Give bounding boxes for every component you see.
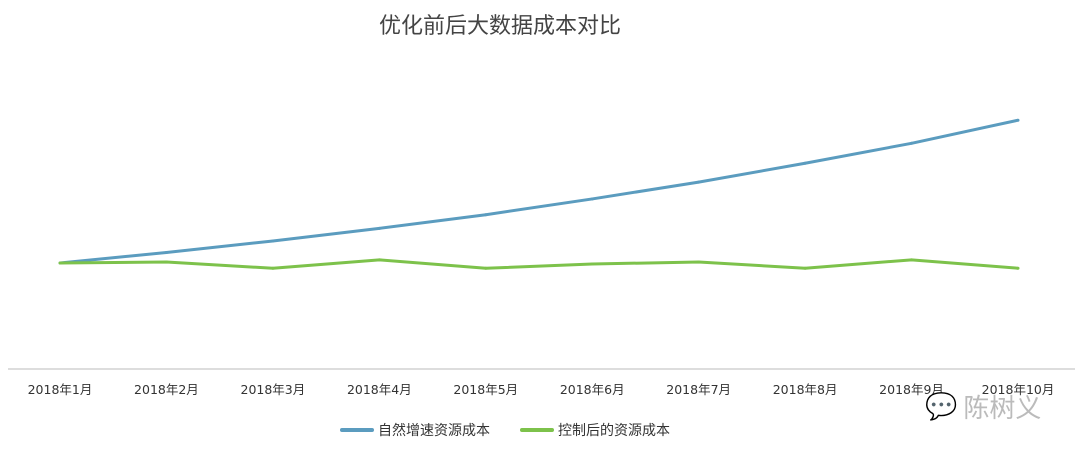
legend-item-series-1[interactable]: 控制后的资源成本 xyxy=(520,420,670,440)
x-tick-label: 2018年9月 xyxy=(879,382,944,397)
data-point xyxy=(164,260,168,264)
legend-label: 控制后的资源成本 xyxy=(558,423,670,439)
data-point xyxy=(1016,118,1020,122)
x-tick-label: 2018年6月 xyxy=(560,382,625,397)
data-point xyxy=(697,180,701,184)
x-tick-label: 2018年10月 xyxy=(982,382,1055,397)
series-line-1 xyxy=(59,258,1019,270)
x-tick-label: 2018年4月 xyxy=(347,382,412,397)
data-point xyxy=(803,266,807,270)
legend: 自然增速资源成本 控制后的资源成本 xyxy=(0,420,1010,440)
x-tick-label: 2018年8月 xyxy=(773,382,838,397)
legend-label: 自然增速资源成本 xyxy=(378,423,490,439)
watermark: 💬 陈树义 xyxy=(925,388,1041,425)
data-point xyxy=(164,251,168,254)
x-tick-label: 2018年2月 xyxy=(134,382,199,397)
legend-swatch xyxy=(340,428,374,432)
data-point xyxy=(377,258,381,262)
data-point xyxy=(1016,266,1020,270)
data-point xyxy=(803,161,807,165)
x-tick-label: 2018年7月 xyxy=(666,382,731,397)
x-tick-label: 2018年5月 xyxy=(453,382,518,397)
series-line-0 xyxy=(59,118,1019,265)
data-point xyxy=(590,197,594,201)
data-point xyxy=(271,266,275,270)
data-point xyxy=(484,213,488,217)
data-point xyxy=(271,239,275,243)
data-point xyxy=(697,260,701,264)
data-point xyxy=(910,258,914,262)
data-point xyxy=(377,226,381,230)
x-tick-label: 2018年1月 xyxy=(28,382,93,397)
legend-item-series-0[interactable]: 自然增速资源成本 xyxy=(340,420,490,440)
data-point xyxy=(484,266,488,270)
legend-swatch xyxy=(520,428,554,432)
wechat-icon: 💬 xyxy=(925,391,958,422)
x-tick-label: 2018年3月 xyxy=(241,382,306,397)
data-point xyxy=(910,141,914,145)
data-point xyxy=(58,261,62,265)
chart-title: 优化前后大数据成本对比 xyxy=(378,14,621,39)
data-point xyxy=(590,262,594,266)
watermark-text: 陈树义 xyxy=(963,394,1042,424)
